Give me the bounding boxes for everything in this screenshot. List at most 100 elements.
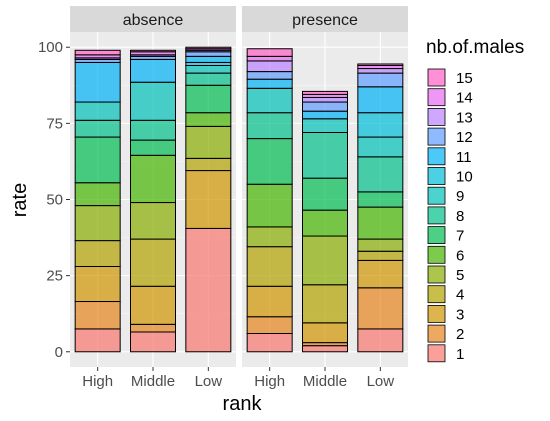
bar-segment-10 xyxy=(357,112,404,138)
bar-segment-9 xyxy=(302,118,348,134)
y-tick-label: 100 xyxy=(38,39,63,56)
facet-strip xyxy=(70,6,236,32)
legend-swatch xyxy=(427,226,446,245)
x-axis: High Middle Low High Middle Low xyxy=(82,367,394,390)
bar-segment-7 xyxy=(246,138,293,185)
legend-label: 8 xyxy=(456,208,464,225)
bar-segment-1 xyxy=(74,328,121,353)
legend-label: 10 xyxy=(456,169,473,186)
bar-segment-1 xyxy=(246,333,293,353)
bar-presence-Middle xyxy=(302,90,348,353)
bar-segment-8 xyxy=(302,132,348,179)
bar-segment-8 xyxy=(130,119,176,141)
bar-segment-2 xyxy=(74,301,121,330)
y-tick-label: 75 xyxy=(46,115,63,132)
bar-segment-3 xyxy=(246,285,293,318)
bar-segment-11 xyxy=(357,86,404,114)
legend-label: 5 xyxy=(456,267,464,284)
y-axis: 0 25 50 75 100 xyxy=(38,39,70,361)
bar-segment-5 xyxy=(130,202,176,240)
bar-segment-7 xyxy=(357,191,404,208)
legend-swatch xyxy=(427,68,446,87)
legend-item-12: 12 xyxy=(427,127,473,146)
panel-absence: absence xyxy=(70,6,236,367)
panel-presence: presence xyxy=(242,6,408,367)
bar-segment-13 xyxy=(357,68,404,74)
bar-segment-15 xyxy=(357,63,404,66)
bar-segment-13 xyxy=(246,60,293,73)
facet-strip-label: absence xyxy=(123,12,184,29)
bar-segment-6 xyxy=(357,206,404,240)
legend-label: 1 xyxy=(456,346,464,363)
bar-segment-3 xyxy=(357,259,404,289)
legend-swatch xyxy=(427,88,446,107)
bar-segment-7 xyxy=(302,177,348,211)
bar-segment-4 xyxy=(302,284,348,324)
bar-segment-3 xyxy=(74,266,121,303)
legend: nb.of.males 15 14 13 12 11 10 9 8 7 6 5 4 3 2 1 xyxy=(426,37,524,363)
legend-label: 11 xyxy=(456,149,472,166)
bar-segment-5 xyxy=(185,125,232,159)
legend-item-4: 4 xyxy=(427,285,464,304)
bar-segment-9 xyxy=(246,87,293,114)
bar-segment-15 xyxy=(246,48,293,57)
legend-label: 3 xyxy=(456,306,464,323)
bar-segment-2 xyxy=(130,323,176,333)
bar-segment-11 xyxy=(185,55,232,63)
legend-item-10: 10 xyxy=(427,167,473,186)
bar-segment-15 xyxy=(130,49,176,53)
bar-segment-6 xyxy=(130,154,176,204)
bar-segment-8 xyxy=(185,72,232,86)
bar-segment-8 xyxy=(246,112,293,140)
bar-segment-6 xyxy=(246,183,293,228)
bar-segment-1 xyxy=(185,227,232,353)
bar-segment-4 xyxy=(185,157,232,172)
bar-segment-3 xyxy=(302,322,348,344)
legend-item-7: 7 xyxy=(427,226,464,245)
legend-item-9: 9 xyxy=(427,186,464,205)
bar-segment-6 xyxy=(185,112,232,127)
bar-segment-15 xyxy=(302,90,348,95)
bar-segment-6 xyxy=(74,182,121,207)
x-tick-label: Middle xyxy=(303,373,347,390)
bar-segment-13 xyxy=(302,96,348,103)
y-tick-label: 0 xyxy=(55,344,63,361)
bar-segment-3 xyxy=(185,170,232,229)
bar-presence-Low xyxy=(357,63,404,353)
legend-swatch xyxy=(427,285,446,304)
legend-swatch xyxy=(427,324,446,343)
legend-label: 4 xyxy=(456,287,464,304)
legend-swatch xyxy=(427,206,446,225)
y-axis-title: rate xyxy=(9,183,31,217)
legend-item-14: 14 xyxy=(427,88,473,107)
legend-label: 14 xyxy=(456,90,473,107)
bar-absence-High xyxy=(74,49,121,353)
bar-segment-15 xyxy=(74,49,121,56)
legend-swatch xyxy=(427,167,446,185)
legend-item-15: 15 xyxy=(427,68,473,87)
bar-segment-4 xyxy=(357,250,404,261)
x-axis-title: rank xyxy=(223,393,263,415)
bar-segment-7 xyxy=(185,84,232,114)
bar-segment-5 xyxy=(357,238,404,252)
legend-label: 7 xyxy=(456,228,464,245)
bar-segment-12 xyxy=(185,51,232,57)
bar-segment-8 xyxy=(74,119,121,138)
x-tick-label: Low xyxy=(195,373,223,390)
legend-swatch xyxy=(427,245,446,264)
bar-segment-9 xyxy=(74,101,121,121)
bar-segment-11 xyxy=(74,61,121,103)
facet-strip xyxy=(242,6,408,32)
bar-segment-9 xyxy=(185,65,232,74)
bar-segment-7 xyxy=(130,139,176,156)
bar-segment-5 xyxy=(302,235,348,286)
legend-swatch xyxy=(427,147,446,166)
x-tick-label: Low xyxy=(367,373,395,390)
legend-label: 2 xyxy=(456,326,464,343)
bar-segment-2 xyxy=(357,287,404,330)
bar-segment-11 xyxy=(130,58,176,83)
legend-item-5: 5 xyxy=(427,265,464,284)
bar-segment-8 xyxy=(357,156,404,193)
legend-item-13: 13 xyxy=(427,108,473,126)
